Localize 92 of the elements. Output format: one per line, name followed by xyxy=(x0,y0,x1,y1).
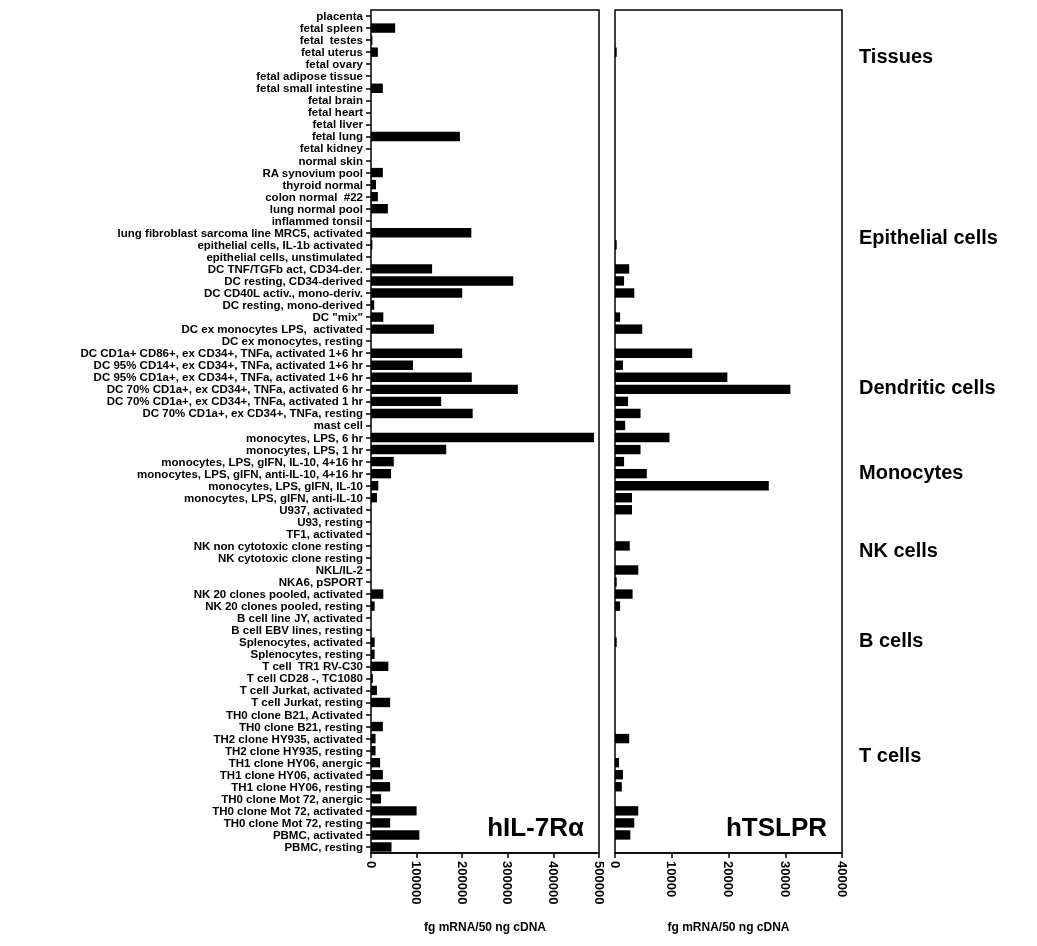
y-tick-label: fetal spleen xyxy=(299,22,363,35)
y-tick-label: mast cell xyxy=(313,419,363,432)
y-tick-label: DC "mix" xyxy=(312,311,363,324)
y-tick-label: B cell line JY, activated xyxy=(237,612,363,625)
y-tick-label: TF1, activated xyxy=(286,527,363,540)
x-tick-label: 30000 xyxy=(777,861,793,898)
y-tick-label: B cell EBV lines, resting xyxy=(231,624,363,637)
text: Monocytes xyxy=(859,460,964,483)
x-axis-title: fg mRNA/50 ng cDNA xyxy=(667,920,790,934)
y-tick-label: TH0 clone Mot 72, resting xyxy=(223,816,363,829)
y-tick-label: DC 70% CD1a+, ex CD34+, TNFa, activated 1 hr xyxy=(106,395,364,408)
y-tick-label: monocytes, LPS, gIFN, anti-IL-10 xyxy=(184,491,363,504)
y-tick-label: DC CD1a+ CD86+, ex CD34+, TNFa, activated 1+6 hr xyxy=(80,347,364,360)
y-tick-label: PBMC, activated xyxy=(272,828,363,841)
y-tick-label: Splenocytes, activated xyxy=(239,636,363,649)
text: Dendritic cells xyxy=(859,376,996,399)
y-tick-label: fetal uterus xyxy=(301,46,363,59)
x-tick-label: 0 xyxy=(607,861,623,869)
y-tick-label: NK 20 clones pooled, resting xyxy=(205,600,363,613)
y-tick-label: DC ex monocytes LPS, activated xyxy=(181,323,363,336)
y-tick-label: TH0 clone B21, resting xyxy=(239,720,363,733)
y-tick-label: normal skin xyxy=(298,154,363,167)
y-tick-label: T cell Jurkat, resting xyxy=(251,696,363,709)
y-tick-label: TH1 clone HY06, resting xyxy=(231,780,363,793)
y-tick-label: inflammed tonsil xyxy=(271,214,363,227)
x-tick-label: 100000 xyxy=(409,861,425,905)
y-tick-label: fetal lung xyxy=(311,130,363,143)
y-tick-label: TH2 clone HY935, resting xyxy=(224,744,363,757)
y-tick-label: fetal kidney xyxy=(299,142,364,155)
y-tick-label: TH1 clone HY06, activated xyxy=(219,768,363,781)
y-tick-label: fetal brain xyxy=(308,94,363,107)
y-tick-label: NKA6, pSPORT xyxy=(278,576,363,589)
y-tick-label: U937, activated xyxy=(279,503,363,516)
y-tick-label: DC resting, CD34-derived xyxy=(224,274,363,287)
x-tick-label: 500000 xyxy=(591,861,607,905)
y-tick-label: monocytes, LPS, 1 hr xyxy=(246,443,364,456)
x-tick-label: 10000 xyxy=(664,861,680,898)
y-tick-label: NK cytotoxic clone resting xyxy=(217,551,363,564)
y-tick-label: epithelial cells, unstimulated xyxy=(206,250,363,263)
y-tick-label: NK non cytotoxic clone resting xyxy=(193,539,363,552)
y-tick-label: lung fibroblast sarcoma line MRC5, activated xyxy=(117,226,363,239)
y-tick-label: NKL/IL-2 xyxy=(315,563,363,576)
y-tick-label: monocytes, LPS, gIFN, IL-10, 4+16 hr xyxy=(161,455,364,468)
y-tick-label: monocytes, LPS, 6 hr xyxy=(246,431,364,444)
y-tick-label: DC 95% CD14+, ex CD34+, TNFa, activated 1+6 hr xyxy=(93,359,364,372)
y-tick-label: TH2 clone HY935, activated xyxy=(213,732,363,745)
y-tick-label: T cell Jurkat, activated xyxy=(239,684,363,697)
x-axis-title: fg mRNA/50 ng cDNA xyxy=(423,920,547,934)
text: Tissues xyxy=(859,45,934,68)
x-tick-label: 300000 xyxy=(500,861,516,905)
y-tick-label: DC 70% CD1a+, ex CD34+, TNFa, resting xyxy=(142,407,363,420)
y-tick-label: DC ex monocytes, resting xyxy=(221,335,363,348)
y-tick-label: TH0 clone B21, Activated xyxy=(226,708,363,721)
y-tick-label: U93, resting xyxy=(297,515,363,528)
text: hIL-7Rα xyxy=(487,812,585,842)
y-tick-label: DC TNF/TGFb act, CD34-der. xyxy=(207,262,363,275)
y-tick-label: DC resting, mono-derived xyxy=(222,299,363,312)
y-tick-label: fetal testes xyxy=(299,34,363,47)
y-tick-label: monocytes, LPS, gIFN, IL-10 xyxy=(208,479,363,492)
y-tick-label: thyroid normal xyxy=(282,178,363,191)
y-tick-label: T cell TR1 RV-C30 xyxy=(262,660,363,673)
y-tick-label: PBMC, resting xyxy=(284,840,363,853)
y-tick-label: monocytes, LPS, gIFN, anti-IL-10, 4+16 hr xyxy=(137,467,364,480)
y-tick-label: fetal liver xyxy=(312,118,364,131)
text: hTSLPR xyxy=(725,812,828,842)
y-tick-label: RA synovium pool xyxy=(262,166,363,179)
y-tick-label: fetal heart xyxy=(308,106,364,119)
y-tick-label: DC 70% CD1a+, ex CD34+, TNFa, activated 6 hr xyxy=(106,383,364,396)
y-tick-label: lung normal pool xyxy=(269,202,363,215)
y-tick-label: placenta xyxy=(316,10,364,23)
y-tick-label: NK 20 clones pooled, activated xyxy=(193,588,363,601)
y-tick-label: epithelial cells, IL-1b activated xyxy=(197,238,363,251)
y-tick-label: TH0 clone Mot 72, activated xyxy=(212,804,363,817)
text: B cells xyxy=(859,629,924,652)
y-tick-label: TH1 clone HY06, anergic xyxy=(228,756,364,769)
y-tick-label: fetal small intestine xyxy=(256,82,363,95)
y-tick-label: T cell CD28 -, TC1080 xyxy=(246,672,363,685)
y-tick-label: Splenocytes, resting xyxy=(250,648,363,661)
y-tick-label: fetal ovary xyxy=(305,58,364,71)
x-tick-label: 400000 xyxy=(545,861,561,905)
x-tick-label: 20000 xyxy=(721,861,736,898)
x-tick-label: 200000 xyxy=(454,861,470,905)
x-tick-label: 40000 xyxy=(834,861,850,898)
y-tick-label: colon normal #22 xyxy=(265,190,363,203)
x-tick-label: 0 xyxy=(363,861,379,869)
text: Epithelial cells xyxy=(859,225,998,248)
y-tick-label: DC 95% CD1a+, ex CD34+, TNFa, activated 1+6 hr xyxy=(93,371,364,384)
text: NK cells xyxy=(859,538,938,561)
y-tick-label: DC CD40L activ., mono-deriv. xyxy=(203,287,363,300)
y-tick-label: fetal adipose tissue xyxy=(256,70,363,83)
text: T cells xyxy=(859,743,922,766)
y-tick-label: TH0 clone Mot 72, anergic xyxy=(221,792,364,805)
